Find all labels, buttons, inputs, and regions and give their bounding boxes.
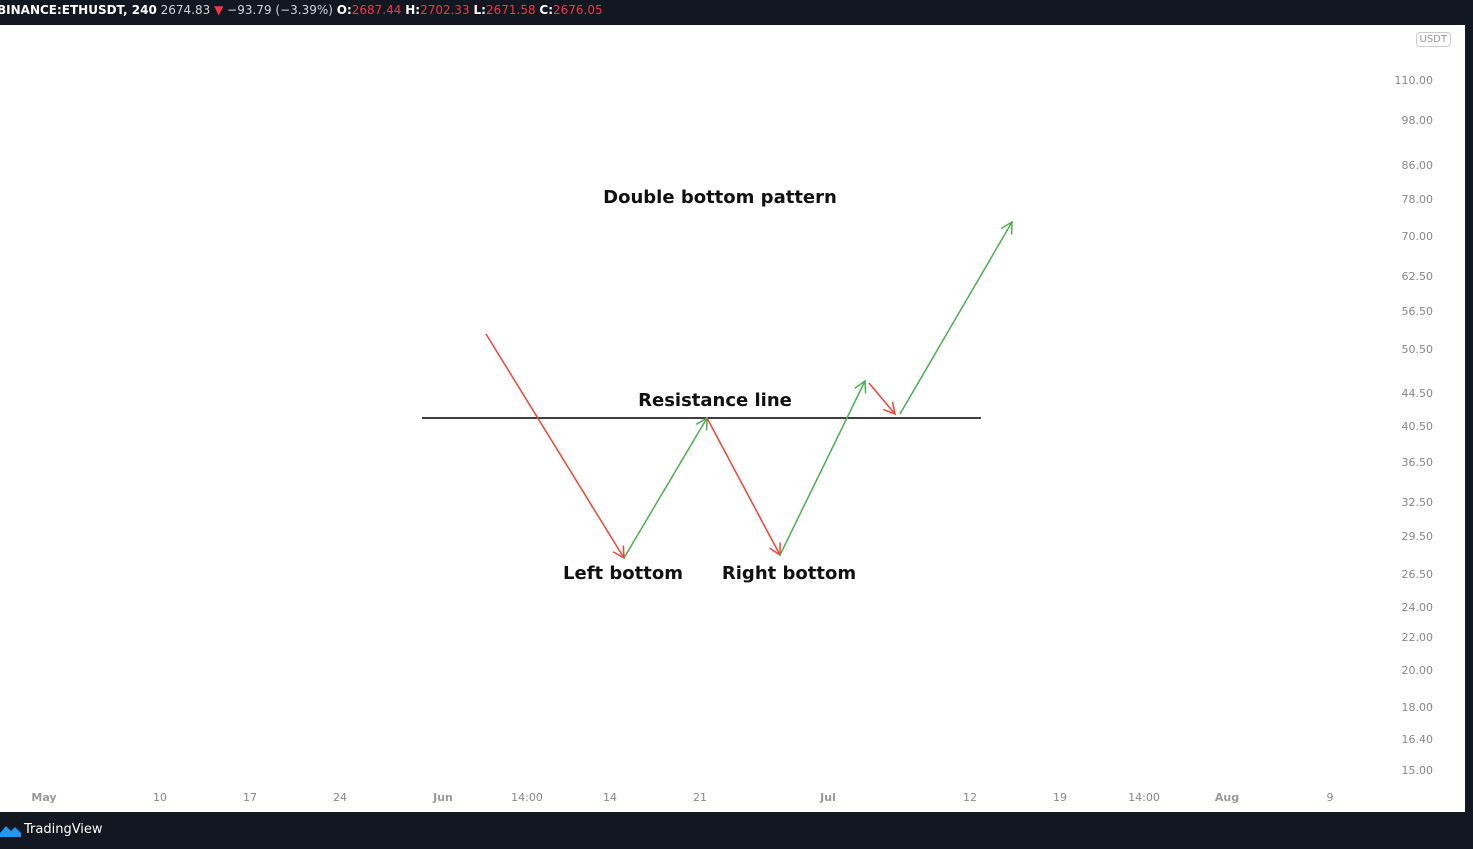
- time-label: 10: [153, 791, 167, 804]
- price-label: 15.00: [1401, 764, 1434, 777]
- price-label: 56.50: [1401, 305, 1434, 318]
- price-label: 32.50: [1401, 496, 1434, 509]
- time-label: 14:00: [1128, 791, 1160, 804]
- price-label: 98.00: [1401, 114, 1434, 127]
- symbol-name[interactable]: BINANCE:ETHUSDT, 240: [0, 3, 157, 17]
- price-label: 44.50: [1401, 387, 1434, 400]
- price-label: 18.00: [1401, 701, 1434, 714]
- price-label: 78.00: [1401, 193, 1434, 206]
- high-label: H:: [405, 3, 421, 17]
- price-label: 36.50: [1401, 456, 1434, 469]
- up-arrow[interactable]: [899, 220, 1013, 415]
- close-value: 2676.05: [553, 3, 603, 17]
- down-arrow[interactable]: [485, 333, 625, 560]
- price-label: 110.00: [1394, 74, 1434, 87]
- time-label: 21: [693, 791, 707, 804]
- down-arrow[interactable]: [868, 382, 897, 416]
- right-bottom-label[interactable]: Right bottom: [721, 563, 857, 584]
- time-label: 12: [963, 791, 977, 804]
- time-label: 14: [603, 791, 617, 804]
- price-label: 24.00: [1401, 601, 1434, 614]
- price-label: 26.50: [1401, 568, 1434, 581]
- time-label: Jul: [820, 791, 836, 804]
- price-label: 40.50: [1401, 420, 1434, 433]
- drawings: [422, 220, 1013, 560]
- currency-unit-button[interactable]: USDT: [1415, 32, 1451, 47]
- chart-area[interactable]: Double bottom pattern Resistance line Le…: [0, 25, 1465, 812]
- brand-name: TradingView: [24, 822, 103, 837]
- price-label: 62.50: [1401, 270, 1434, 283]
- high-value: 2702.33: [420, 3, 470, 17]
- price-label: 22.00: [1401, 631, 1434, 644]
- last-price: 2674.83: [160, 3, 211, 17]
- price-label: 20.00: [1401, 664, 1434, 677]
- footer: TradingView: [0, 812, 1473, 849]
- price-label: 29.50: [1401, 530, 1434, 543]
- low-label: L:: [473, 3, 486, 17]
- price-label: 16.40: [1401, 733, 1434, 746]
- triangle-down-icon: ▼: [214, 3, 224, 17]
- time-label: 14:00: [511, 791, 543, 804]
- close-label: C:: [539, 3, 554, 17]
- time-label: May: [31, 791, 57, 804]
- price-label: 86.00: [1401, 159, 1434, 172]
- low-value: 2671.58: [485, 3, 536, 17]
- time-label: 17: [243, 791, 257, 804]
- up-arrow[interactable]: [779, 379, 867, 556]
- open-label: O:: [336, 3, 352, 17]
- time-label: Aug: [1214, 791, 1240, 804]
- price-change: −93.79 (−3.39%): [227, 3, 333, 17]
- tradingview-logo-icon: [0, 825, 21, 837]
- price-label: 70.00: [1401, 230, 1434, 243]
- down-arrow[interactable]: [706, 417, 781, 557]
- pattern-title[interactable]: Double bottom pattern: [603, 187, 837, 208]
- open-value: 2687.44: [351, 3, 402, 17]
- resistance-label[interactable]: Resistance line: [638, 390, 792, 411]
- time-label: 19: [1053, 791, 1067, 804]
- time-label: Jun: [433, 791, 453, 804]
- time-label: 9: [1326, 791, 1334, 804]
- price-label: 50.50: [1401, 343, 1434, 356]
- time-label: 24: [333, 791, 347, 804]
- up-arrow[interactable]: [623, 416, 708, 559]
- symbol-header: BINANCE:ETHUSDT, 240 2674.83 ▼ −93.79 (−…: [0, 0, 1470, 25]
- left-bottom-label[interactable]: Left bottom: [563, 563, 683, 584]
- tradingview-logo[interactable]: TradingView: [0, 822, 103, 837]
